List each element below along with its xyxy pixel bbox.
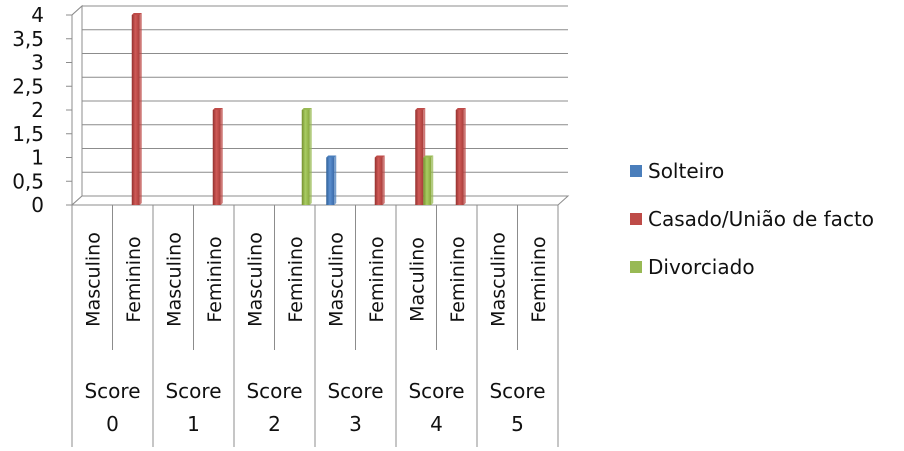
y-tick-label: 2,5 [12,74,44,98]
x-category-label-line1: Score [489,379,545,403]
x-category-label-line1: Score [165,379,221,403]
x-category-label-line1: Score [246,379,302,403]
bar [423,155,434,205]
gridline [71,148,568,158]
bar [326,155,337,205]
gridline [71,100,568,111]
gridline [71,76,568,87]
x-category-label-line2: 3 [349,412,362,436]
gridline [71,171,568,182]
y-tick-label: 3 [31,51,44,75]
x-category-label-line2: 1 [187,412,200,436]
x-subcategory-label: Masculino [82,232,104,327]
bars [131,13,466,205]
gridlines [71,5,568,206]
x-subcategory-label: Masculino [487,232,509,327]
legend-label: Casado/União de facto [648,207,874,231]
x-category-label-line2: 4 [430,412,443,436]
legend-label: Divorciado [648,255,755,279]
y-tick-label: 3,5 [12,27,44,51]
legend-item: Solteiro [630,159,724,183]
bar [455,108,466,205]
side-wall [71,4,83,207]
x-category-label-line1: Score [327,379,383,403]
x-subcategory-label: Feminino [123,236,145,322]
y-tick-label: 2 [31,98,44,122]
gridline [71,124,568,135]
x-subcategory-label: Masculino [163,232,185,327]
bar [131,13,142,205]
axes [66,4,570,447]
bar [301,108,312,205]
bar [374,155,385,205]
bar [212,108,223,205]
x-subcategory-label: Feminino [366,236,388,322]
x-category-label-line2: 2 [268,412,281,436]
legend-swatch [630,213,642,225]
x-category-label-line1: Score [84,379,140,403]
legend-label: Solteiro [648,159,724,183]
gridline [71,29,568,40]
x-subcategory-label: Masculino [244,232,266,327]
legend-swatch [630,261,642,273]
y-tick-label: 1 [31,146,44,170]
gridline [71,5,568,16]
legend-item: Casado/União de facto [630,207,874,231]
y-tick-label: 4 [31,3,44,27]
x-subcategory-label: Feminino [528,236,550,322]
x-category-label-line1: Score [408,379,464,403]
x-category-label-line2: 5 [511,412,524,436]
y-tick-label: 0 [31,193,44,217]
gridline [71,53,568,63]
legend-item: Divorciado [630,255,755,279]
x-category-label-line2: 0 [106,412,119,436]
y-tick-label: 1,5 [12,122,44,146]
floor [70,195,570,206]
legend-swatch [630,165,642,177]
x-subcategory-label: Feminino [447,236,469,322]
x-subcategory-label: Feminino [204,236,226,322]
y-tick-label: 0,5 [12,169,44,193]
x-subcategory-label: Feminino [285,236,307,322]
x-subcategory-label: Masculino [325,232,347,327]
legend: Solteiro Casado/União de facto Divorciado [630,159,874,279]
x-subcategory-label: Maculino [406,237,428,322]
